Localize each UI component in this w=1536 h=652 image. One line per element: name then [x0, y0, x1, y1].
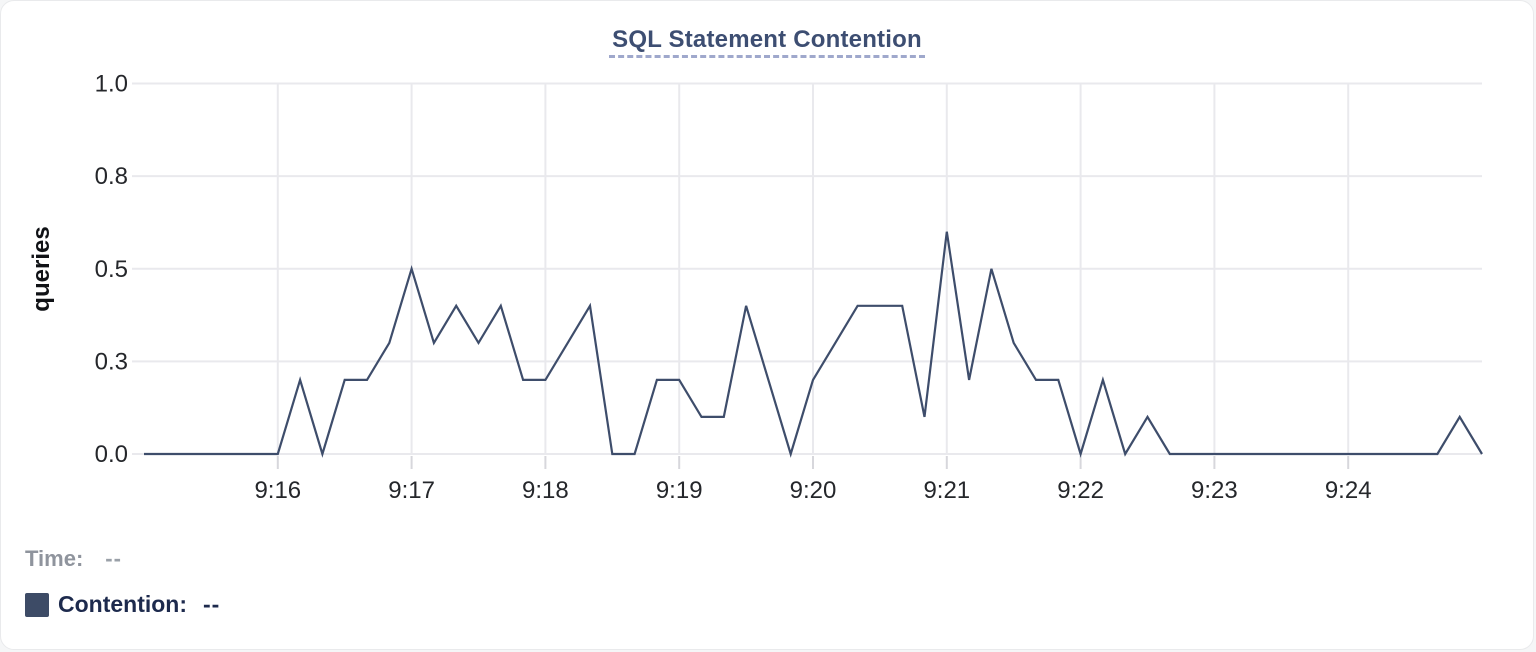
- contention-label: Contention:: [58, 591, 188, 617]
- svg-text:0.5: 0.5: [95, 256, 128, 283]
- svg-text:9:21: 9:21: [923, 477, 970, 504]
- svg-text:9:18: 9:18: [522, 477, 569, 504]
- svg-text:9:16: 9:16: [254, 477, 301, 504]
- svg-text:9:23: 9:23: [1191, 477, 1238, 504]
- readout-contention-row: Contention: --: [25, 591, 220, 618]
- contention-series-swatch-icon: [25, 592, 49, 617]
- svg-text:9:24: 9:24: [1325, 477, 1372, 504]
- svg-text:0.8: 0.8: [95, 163, 128, 190]
- svg-text:0.0: 0.0: [95, 441, 128, 468]
- contention-line-chart[interactable]: 1.0 0.8 0.5 0.3 0.0 9:16 9:17 9:18 9:19 9:20 9:21 9…: [1, 1, 1534, 521]
- readout-time-row: Time: --: [25, 546, 122, 572]
- svg-text:1.0: 1.0: [95, 71, 128, 98]
- chart-header: SQL Statement Contention: [1, 27, 1533, 58]
- contention-value: --: [203, 591, 221, 617]
- time-label: Time:: [25, 546, 84, 571]
- svg-text:9:20: 9:20: [790, 477, 837, 504]
- svg-text:0.3: 0.3: [95, 348, 128, 375]
- svg-text:9:22: 9:22: [1057, 477, 1104, 504]
- time-value: --: [105, 546, 122, 571]
- svg-text:9:19: 9:19: [656, 477, 703, 504]
- svg-text:queries: queries: [28, 226, 55, 311]
- svg-text:9:17: 9:17: [388, 477, 435, 504]
- chart-title[interactable]: SQL Statement Contention: [609, 27, 925, 58]
